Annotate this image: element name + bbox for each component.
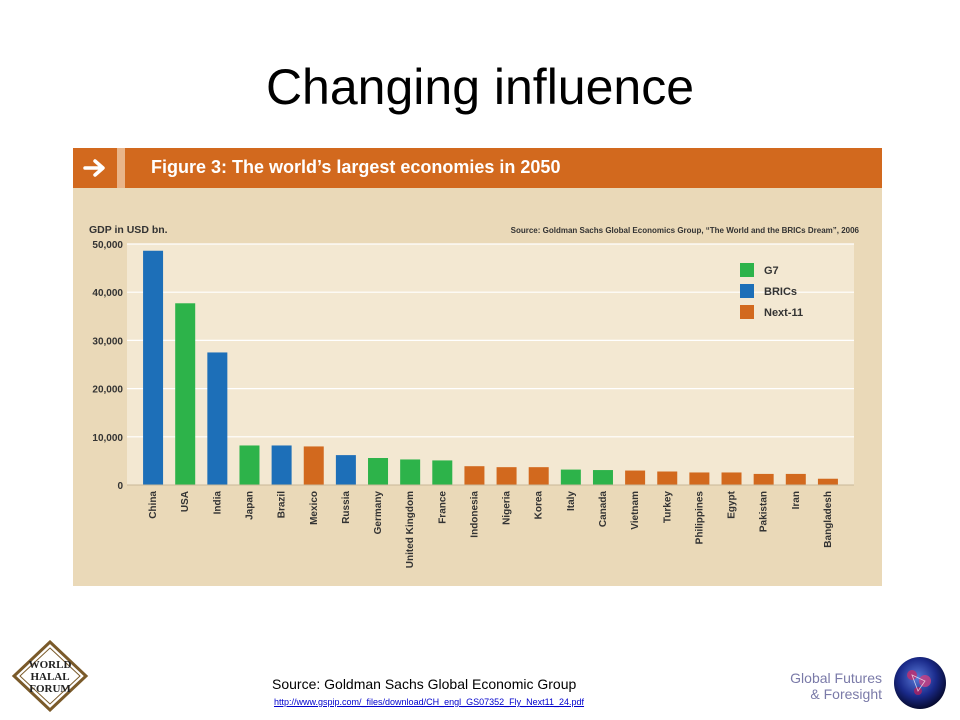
x-tick-label: Indonesia (469, 491, 480, 538)
x-tick-label: Nigeria (502, 491, 513, 525)
bar-germany (368, 458, 389, 485)
legend-label: BRICs (764, 286, 797, 298)
y-tick-label: 50,000 (92, 240, 123, 251)
x-tick-label: Mexico (309, 491, 320, 525)
bar-philippines (689, 472, 710, 485)
bar-france (432, 460, 453, 485)
legend-swatch (740, 305, 754, 319)
x-tick-label: Russia (341, 491, 352, 524)
x-tick-label: Canada (598, 491, 609, 528)
y-axis-label: GDP in USD bn. (89, 224, 168, 236)
bar-japan (239, 445, 260, 485)
arrow-right-icon (73, 148, 117, 188)
x-tick-label: Turkey (662, 491, 673, 523)
bar-russia (335, 455, 356, 485)
x-tick-label: Vietnam (630, 491, 641, 530)
bar-bangladesh (817, 478, 838, 485)
y-tick-label: 20,000 (92, 385, 123, 396)
figure-panel: Figure 3: The world’s largest economies … (73, 148, 882, 586)
y-tick-label: 40,000 (92, 288, 123, 299)
bar-italy (560, 469, 581, 485)
footer-source-link[interactable]: http://www.gspip.com/_files/download/CH_… (274, 697, 585, 707)
x-tick-label: France (437, 491, 448, 524)
bar-brazil (271, 445, 292, 485)
x-tick-label: Germany (373, 491, 384, 535)
bar-indonesia (464, 466, 485, 485)
legend-label: Next-11 (764, 307, 803, 319)
x-tick-label: Pakistan (759, 491, 770, 532)
global-futures-globe-logo (892, 655, 948, 716)
bar-pakistan (753, 473, 774, 485)
x-tick-label: Philippines (694, 491, 705, 545)
x-tick-label: Japan (244, 491, 255, 520)
legend-swatch (740, 284, 754, 298)
slide-title: Changing influence (265, 59, 695, 115)
legend-label: G7 (764, 265, 779, 277)
bar-united-kingdom (400, 459, 421, 485)
x-tick-label: USA (180, 491, 191, 512)
x-tick-label: China (148, 491, 159, 519)
svg-text:WORLD: WORLD (29, 659, 72, 671)
bar-canada (592, 470, 613, 485)
bar-usa (175, 303, 196, 485)
x-tick-label: Egypt (727, 490, 738, 518)
legend-swatch (740, 263, 754, 277)
figure-title: Figure 3: The world’s largest economies … (151, 157, 561, 177)
x-tick-label: Korea (534, 491, 545, 520)
bar-iran (785, 473, 806, 485)
bar-china (143, 250, 164, 485)
x-tick-label: United Kingdom (405, 491, 416, 568)
header-separator (117, 148, 125, 188)
y-tick-label: 10,000 (92, 433, 123, 444)
footer-source: Source: Goldman Sachs Global Economic Gr… (272, 676, 577, 692)
bar-vietnam (625, 470, 646, 485)
bar-chart: GDP in USD bn. Source: Goldman Sachs Glob… (89, 224, 860, 568)
figure-source: Source: Goldman Sachs Global Economics G… (511, 226, 860, 235)
org-line-2: & Foresight (810, 686, 882, 702)
svg-text:HALAL: HALAL (30, 671, 69, 683)
org-line-1: Global Futures (790, 670, 882, 686)
plot-area (127, 244, 854, 485)
y-tick-label: 0 (117, 481, 123, 492)
bar-korea (528, 467, 549, 485)
bar-mexico (303, 446, 324, 485)
world-halal-forum-logo: WORLD HALAL FORUM (10, 639, 90, 717)
x-tick-label: Iran (791, 491, 802, 509)
bar-nigeria (496, 467, 517, 485)
bar-egypt (721, 472, 742, 485)
figure-header: Figure 3: The world’s largest economies … (73, 148, 882, 188)
x-tick-label: Bangladesh (823, 491, 834, 548)
footer-org-name: Global Futures & Foresight (790, 670, 882, 702)
bar-india (207, 352, 228, 485)
x-tick-label: Brazil (277, 491, 288, 518)
y-tick-label: 30,000 (92, 336, 123, 347)
x-tick-label: India (212, 491, 223, 515)
x-tick-label: Italy (566, 491, 577, 511)
svg-text:FORUM: FORUM (29, 683, 71, 695)
bar-turkey (657, 471, 678, 485)
